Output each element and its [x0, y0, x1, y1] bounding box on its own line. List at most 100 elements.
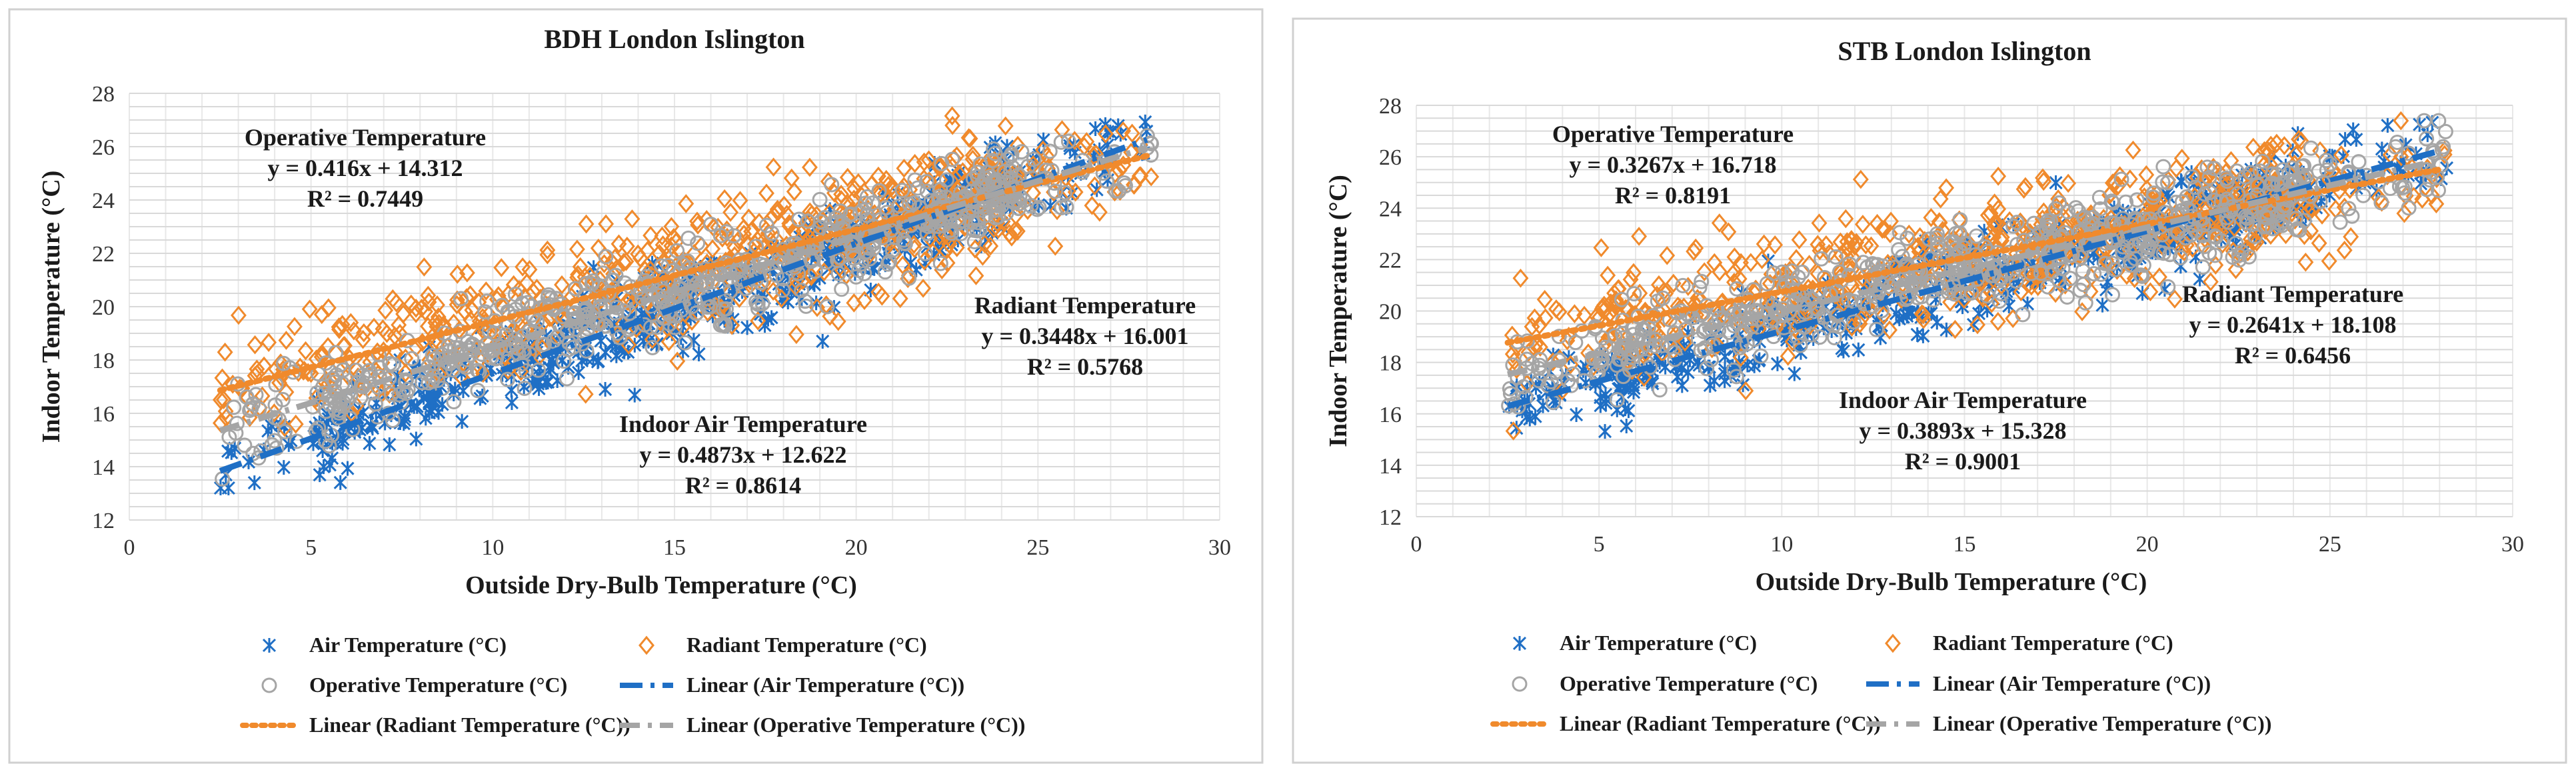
scatter-point — [493, 258, 510, 277]
scatter-point — [1088, 144, 1104, 164]
scatter-point — [807, 263, 823, 279]
scatter-point — [859, 207, 875, 223]
y-tick-label: 24 — [1379, 197, 1402, 221]
scatter-point — [398, 409, 412, 425]
scatter-point — [343, 313, 359, 333]
scatter-point — [229, 415, 245, 431]
scatter-point — [399, 385, 415, 401]
scatter-point — [801, 157, 818, 177]
scatter-point — [850, 173, 866, 193]
scatter-point — [1060, 133, 1076, 149]
y-tick-label: 22 — [1379, 248, 1402, 273]
scatter-point — [923, 193, 939, 209]
scatter-point — [932, 255, 948, 271]
scatter-point — [453, 291, 469, 307]
scatter-point — [1009, 221, 1026, 241]
scatter-point — [754, 295, 770, 311]
x-tick-label: 25 — [1026, 535, 1049, 560]
scatter-point — [1091, 202, 1108, 222]
scatter-point — [764, 225, 780, 241]
scatter-point — [832, 203, 848, 219]
scatter-point — [919, 225, 935, 241]
scatter-point — [765, 281, 782, 301]
x-tick-label: 5 — [305, 535, 317, 560]
scatter-point — [1131, 166, 1148, 186]
scatter-point — [545, 333, 561, 349]
scatter-point — [278, 331, 295, 350]
annotation-r-squared: R² = 0.8191 — [1615, 182, 1731, 209]
chart-panel-1: BDH London Islington 0 5 10 15 20 25 30 12 14 16 18… — [8, 8, 1264, 764]
legend-entry: Linear (Operative Temperature (°C)) — [620, 713, 1025, 737]
scatter-point — [578, 214, 595, 234]
scatter-point — [213, 481, 228, 495]
scatter-point — [425, 347, 441, 363]
x-tick-label: 5 — [1594, 532, 1605, 557]
y-tick-label: 14 — [92, 455, 115, 480]
scatter-point — [577, 384, 594, 404]
scatter-point — [758, 183, 774, 203]
scatter-point — [660, 332, 677, 351]
scatter-point — [690, 235, 706, 251]
scatter-point — [788, 271, 805, 291]
scatter-point — [660, 257, 676, 273]
annotation-label: Indoor Air Temperature — [1839, 387, 2087, 413]
scatter-point — [217, 342, 233, 362]
scatter-point — [944, 106, 960, 126]
scatter-point — [388, 293, 405, 313]
scatter-point — [355, 367, 371, 383]
scatter-point — [353, 377, 369, 393]
scatter-point — [718, 224, 734, 240]
x-tick-label: 20 — [845, 535, 868, 560]
scatter-point — [1075, 153, 1091, 169]
scatter-point — [791, 211, 807, 227]
scatter-point — [215, 390, 232, 409]
legend-marker — [261, 677, 277, 693]
scatter-point — [765, 157, 782, 177]
scatter-point — [287, 317, 303, 337]
scatter-point — [507, 287, 523, 303]
annotation-equation: y = 0.3267x + 16.718 — [1569, 151, 1776, 178]
annotation-r-squared: R² = 0.8614 — [685, 472, 801, 499]
annotation-equation: y = 0.2641x + 18.108 — [2189, 311, 2396, 338]
scatter-point — [878, 169, 894, 189]
scatter-point — [924, 242, 941, 262]
scatter-point — [833, 185, 850, 204]
scatter-point — [1138, 114, 1152, 129]
x-tick-label: 20 — [2136, 532, 2159, 557]
scatter-point — [990, 209, 1006, 225]
scatter-point — [404, 351, 420, 367]
scatter-point — [1048, 183, 1064, 199]
scatter-point — [277, 424, 293, 440]
y-tick-label: 28 — [92, 82, 115, 107]
scatter-point — [416, 257, 433, 277]
scatter-point — [1002, 148, 1018, 164]
scatter-point — [966, 222, 982, 238]
scatter-point — [331, 405, 347, 421]
scatter-point — [251, 401, 267, 417]
scatter-point — [301, 299, 318, 319]
scatter-point — [563, 287, 580, 307]
scatter-point — [449, 290, 466, 310]
scatter-point — [470, 383, 486, 399]
scatter-point — [521, 259, 538, 279]
scatter-point — [823, 215, 839, 231]
scatter-point — [409, 431, 423, 447]
annotation-equation: y = 0.416x + 14.312 — [267, 155, 463, 181]
scatter-point — [907, 172, 923, 188]
y-tick-label: 22 — [92, 242, 115, 267]
scatter-point — [987, 175, 1003, 191]
scatter-point — [714, 317, 730, 333]
scatter-point — [221, 443, 235, 459]
scatter-point — [565, 339, 581, 355]
scatter-point — [477, 304, 493, 320]
scatter-point — [541, 375, 555, 390]
scatter-point — [367, 396, 383, 412]
annotation-r-squared: R² = 0.6456 — [2235, 342, 2351, 369]
scatter-point — [654, 226, 670, 246]
scatter-point — [383, 437, 397, 452]
scatter-point — [277, 460, 291, 475]
scatter-point — [748, 294, 764, 310]
scatter-point — [261, 333, 277, 352]
scatter-point — [892, 289, 908, 309]
scatter-point — [333, 475, 347, 490]
